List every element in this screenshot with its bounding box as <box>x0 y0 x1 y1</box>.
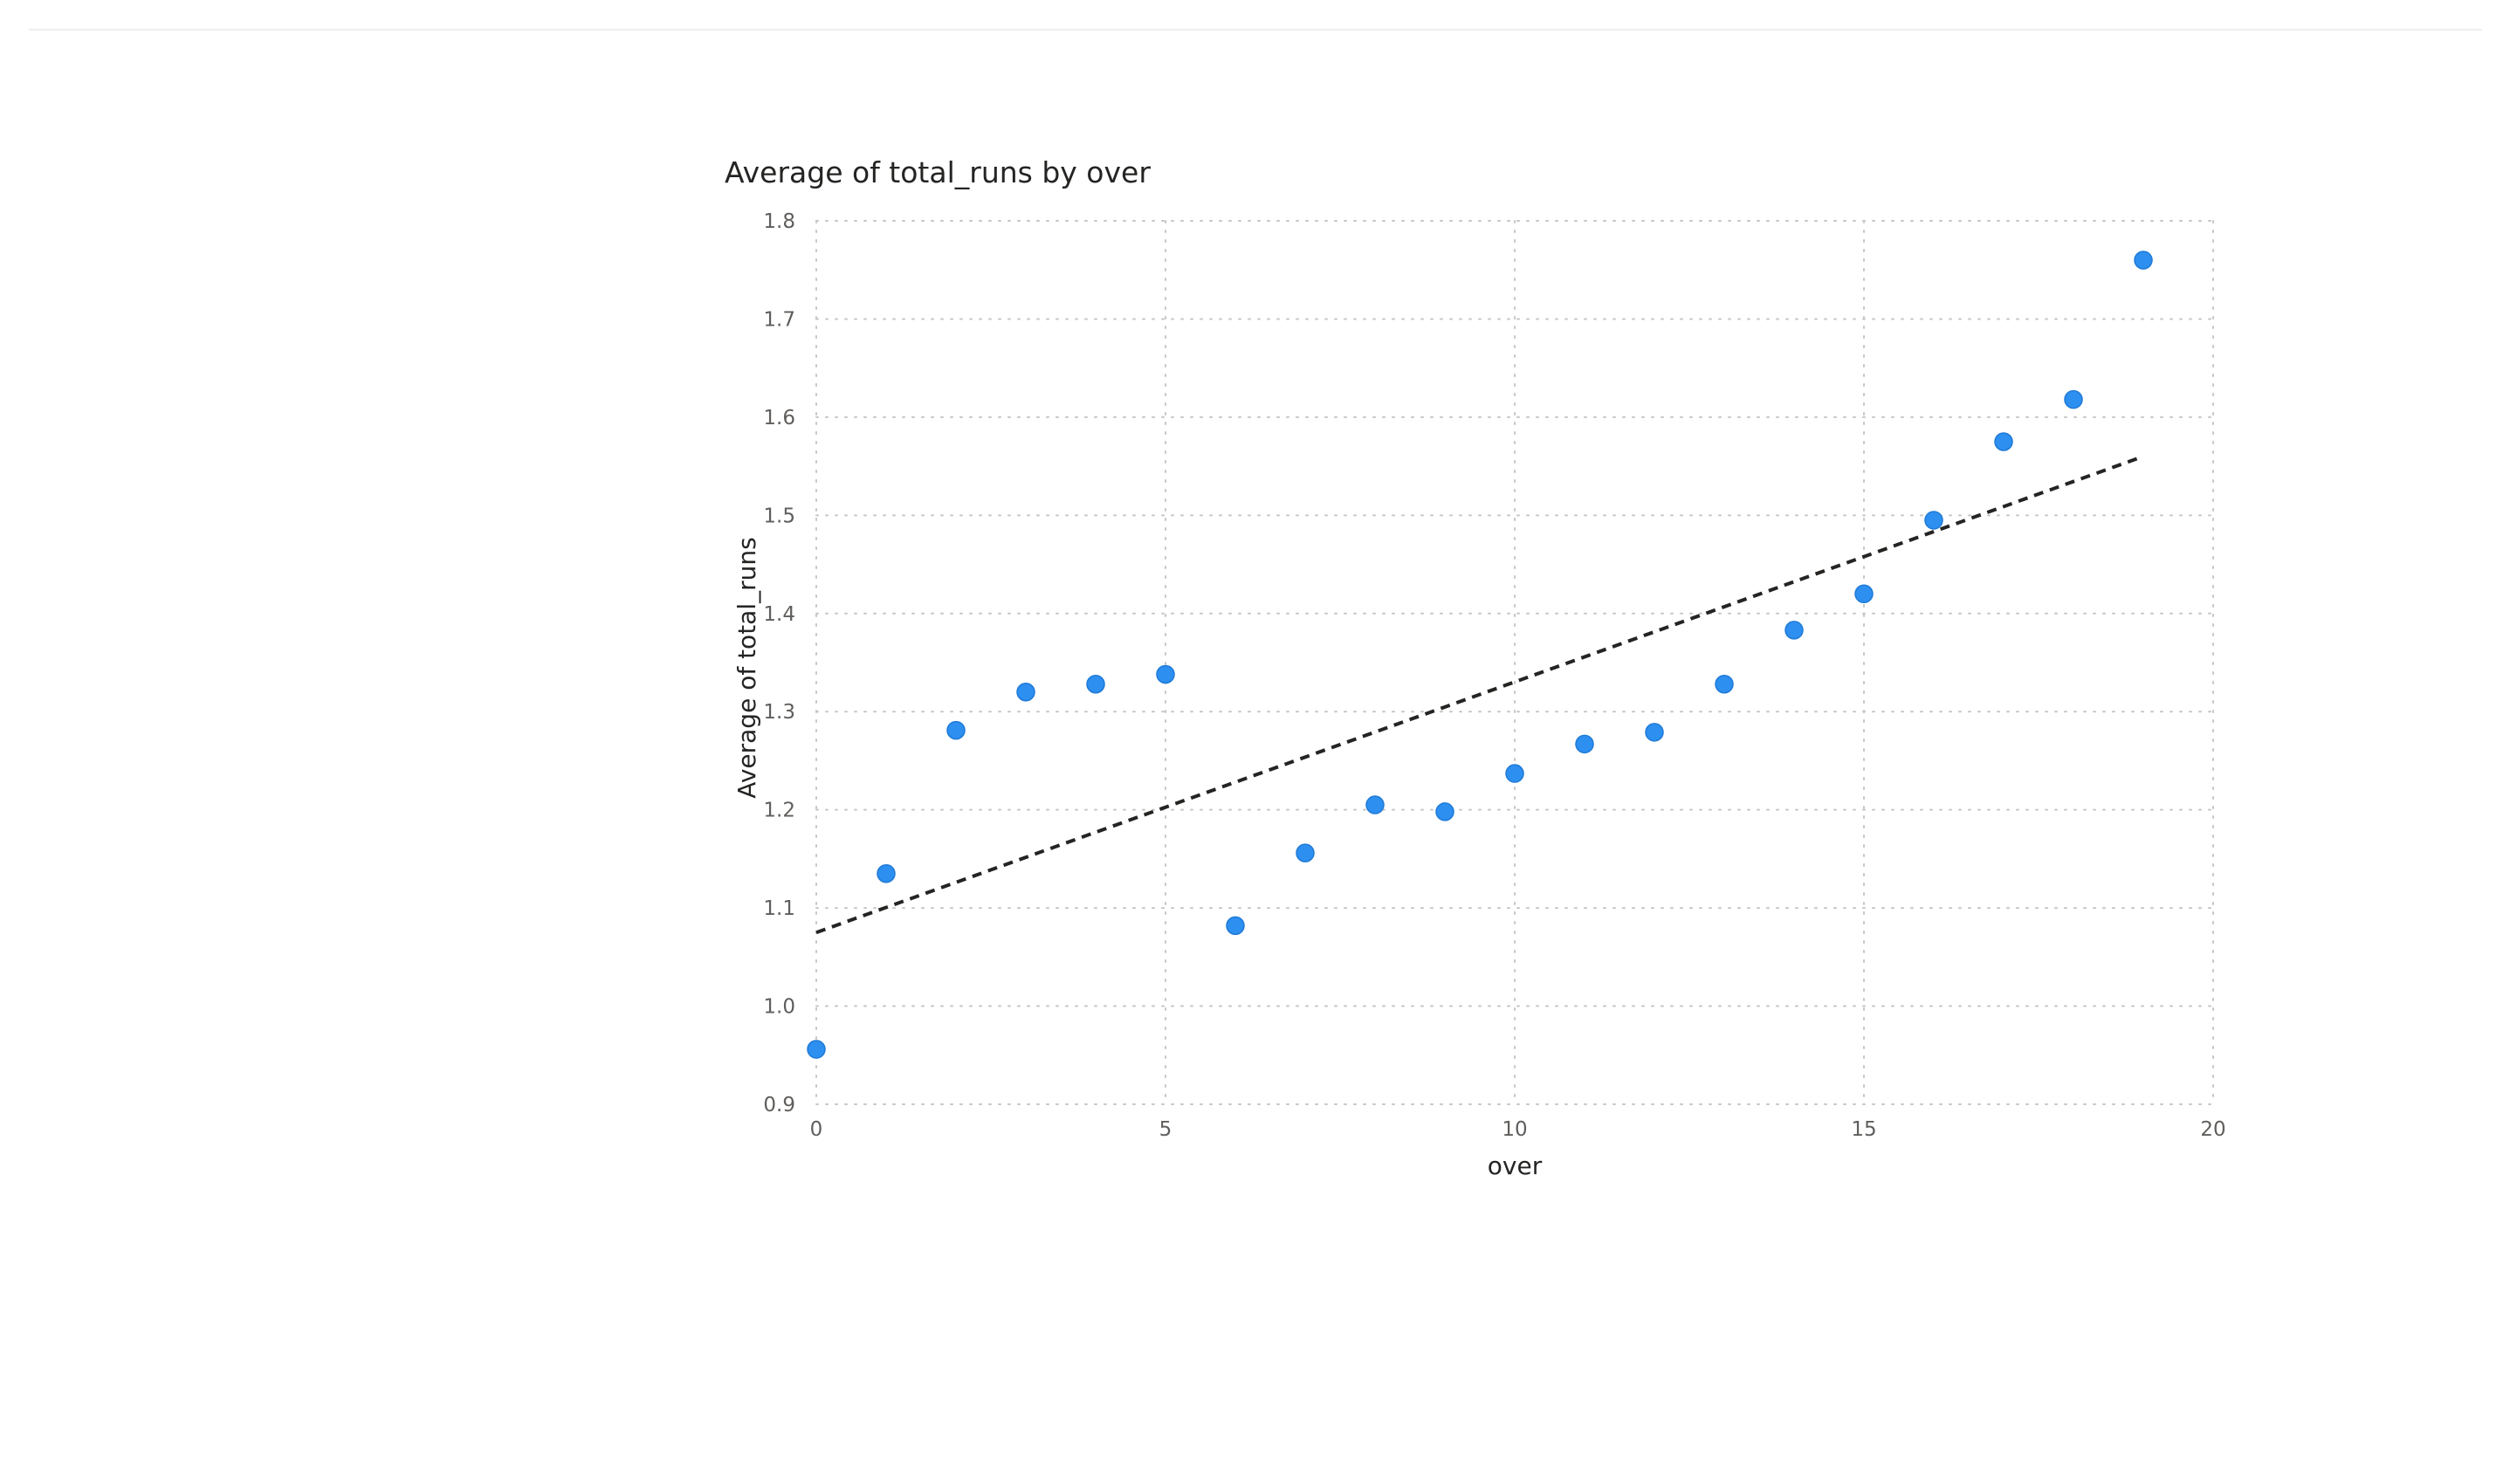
x-tick-label: 20 <box>2200 1118 2225 1141</box>
data-point[interactable] <box>2064 389 2083 409</box>
data-point[interactable] <box>1016 682 1035 702</box>
trend-line <box>815 454 2144 935</box>
data-point[interactable] <box>807 1040 826 1059</box>
scatter-chart-visual[interactable]: Average of total_runs by over 0 5 10 15 20 0… <box>698 140 2270 1205</box>
y-tick-label: 1.6 <box>763 407 795 429</box>
y-tick-label: 0.9 <box>763 1094 795 1116</box>
x-tick-label: 10 <box>1502 1118 1527 1141</box>
top-divider <box>29 29 2482 31</box>
x-tick-label: 15 <box>1851 1118 1876 1141</box>
y-tick-label: 1.4 <box>763 603 795 626</box>
y-tick-label: 1.0 <box>763 996 795 1019</box>
data-point[interactable] <box>1715 674 1734 694</box>
data-point[interactable] <box>1505 764 1524 783</box>
data-point[interactable] <box>1156 664 1175 684</box>
data-point[interactable] <box>1924 511 1943 530</box>
data-point[interactable] <box>1296 843 1315 862</box>
data-point[interactable] <box>946 720 966 740</box>
data-point[interactable] <box>1435 802 1454 821</box>
data-point[interactable] <box>1226 916 1245 936</box>
chart-title: Average of total_runs by over <box>725 155 1151 189</box>
data-point[interactable] <box>1645 723 1664 742</box>
y-tick-label: 1.2 <box>763 800 795 822</box>
y-tick-label: 1.1 <box>763 897 795 920</box>
y-tick-label: 1.5 <box>763 505 795 527</box>
x-tick-label: 0 <box>810 1118 823 1141</box>
y-axis-title: Average of total_runs <box>732 537 761 798</box>
data-point[interactable] <box>1854 584 1874 604</box>
data-point[interactable] <box>1086 674 1105 694</box>
y-tick-label: 1.8 <box>763 210 795 233</box>
data-point[interactable] <box>2134 251 2153 270</box>
y-tick-label: 1.3 <box>763 701 795 724</box>
plot-area: 0 5 10 15 20 0.91.01.11.21.31.41.51.61.71.8 … <box>732 210 2226 1180</box>
data-point[interactable] <box>877 864 896 883</box>
y-tick-label: 1.7 <box>763 308 795 331</box>
data-point[interactable] <box>1994 432 2013 451</box>
data-point[interactable] <box>1784 621 1804 640</box>
data-point[interactable] <box>1575 734 1594 754</box>
x-tick-label: 5 <box>1159 1118 1172 1141</box>
x-axis-title: over <box>1488 1151 1543 1180</box>
data-point[interactable] <box>1365 795 1385 814</box>
